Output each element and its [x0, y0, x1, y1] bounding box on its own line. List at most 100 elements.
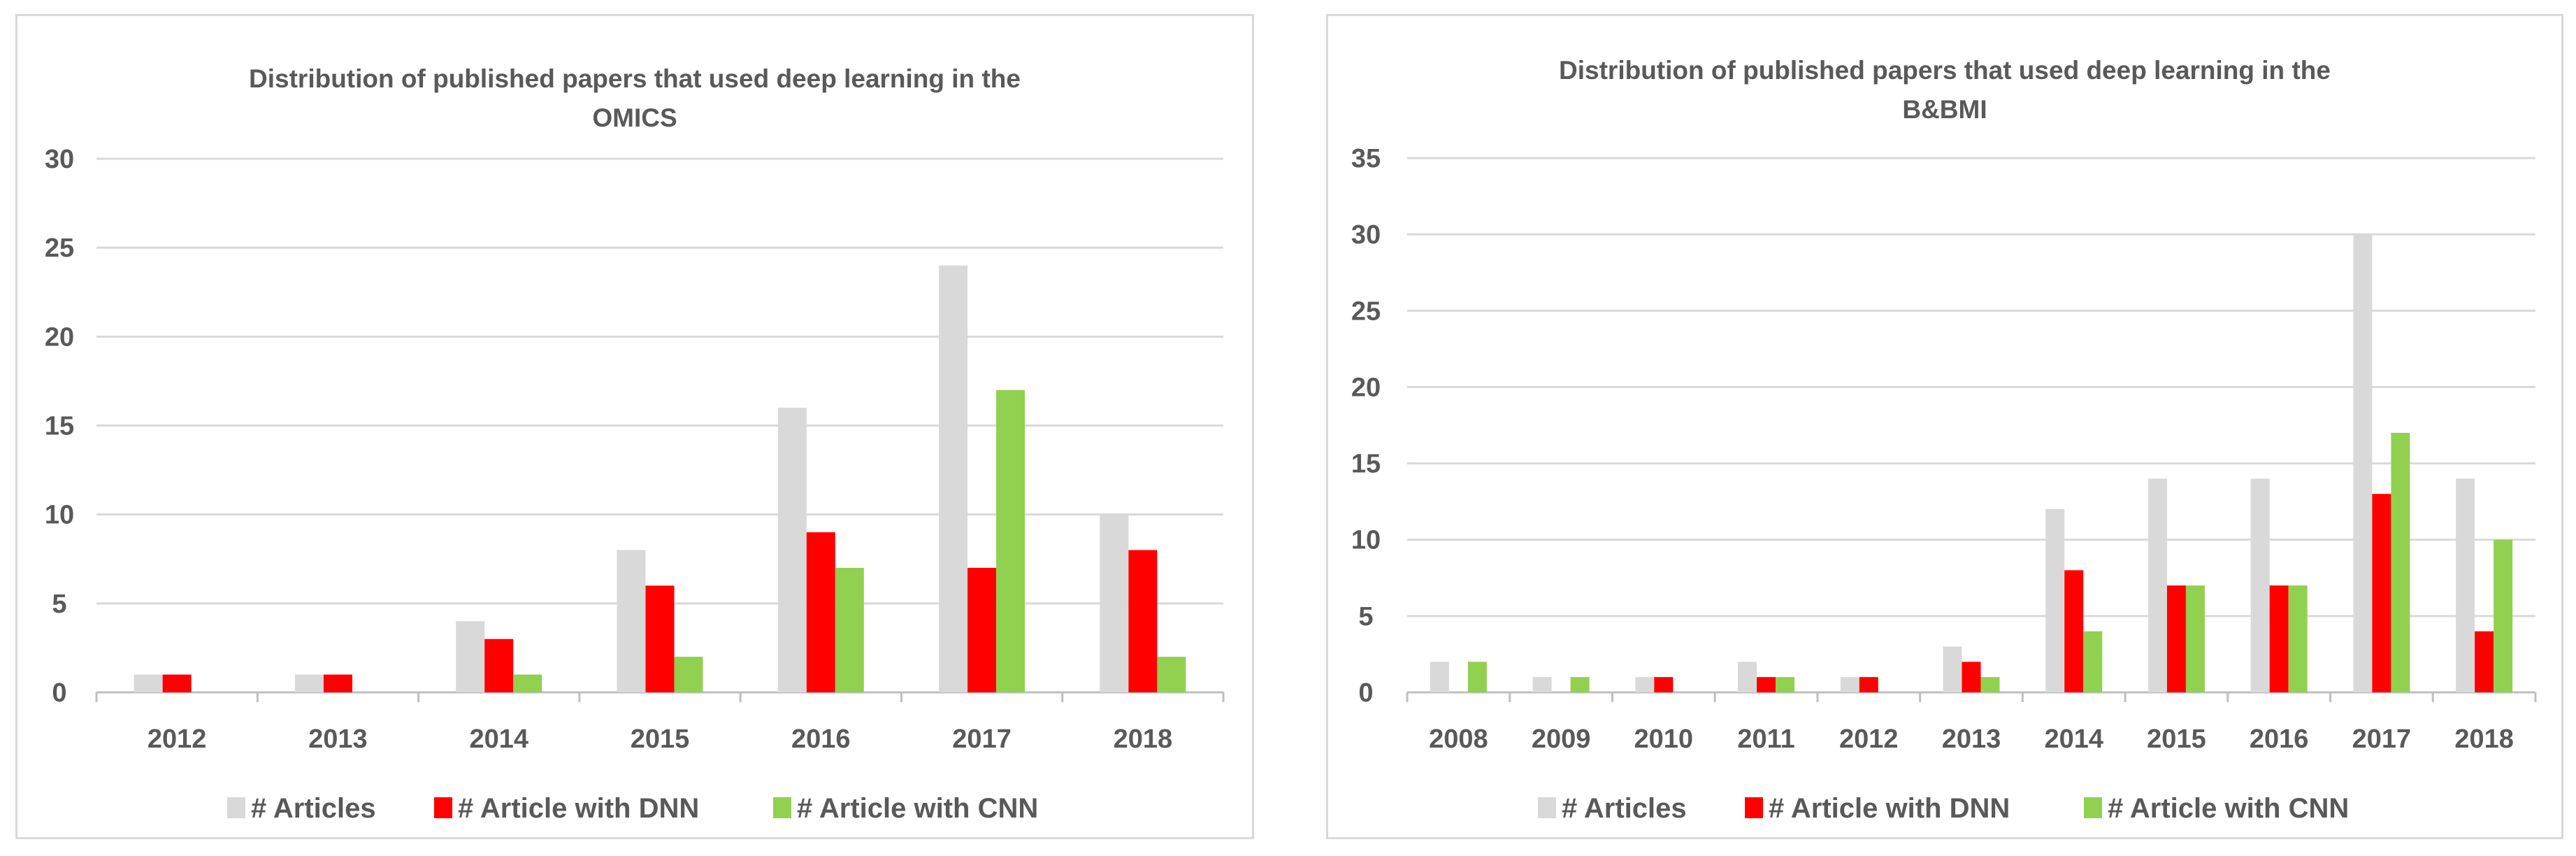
- bbmi-y-tick-label: 5: [1358, 602, 1373, 632]
- bbmi-bar-articles: [1738, 662, 1757, 692]
- omics-bar-articles: [134, 674, 163, 692]
- bbmi-bar-cnn: [2391, 432, 2410, 692]
- omics-legend-label-articles: # Articles: [251, 793, 376, 824]
- bbmi-y-tick-label: 30: [1351, 220, 1381, 250]
- bbmi-legend-label-dnn: # Article with DNN: [1769, 793, 2010, 824]
- bbmi-bar-dnn: [2372, 494, 2391, 692]
- omics-chart-title-line2: OMICS: [592, 104, 677, 132]
- omics-y-tick-label: 0: [52, 678, 66, 708]
- omics-y-tick-label: 5: [52, 590, 66, 619]
- bbmi-bar-articles: [1532, 677, 1552, 692]
- omics-legend-label-dnn: # Article with DNN: [458, 793, 699, 824]
- bbmi-bar-articles: [1943, 646, 1962, 692]
- bbmi-bar-articles: [1635, 677, 1655, 692]
- bbmi-legend-swatch-articles: [1538, 797, 1556, 818]
- bbmi-x-tick-label: 2014: [2044, 725, 2103, 754]
- bbmi-bar-dnn: [2064, 570, 2084, 692]
- bbmi-x-tick-label: 2016: [2250, 725, 2309, 754]
- bbmi-x-tick-label: 2018: [2454, 725, 2514, 754]
- omics-bar-dnn: [806, 532, 835, 692]
- omics-x-tick-label: 2012: [147, 725, 207, 754]
- bbmi-bar-cnn: [2494, 539, 2513, 692]
- omics-bar-dnn: [323, 674, 352, 692]
- omics-legend-swatch-dnn: [434, 797, 452, 818]
- bbmi-bar-articles: [2045, 509, 2065, 692]
- bbmi-chart-title-line2: B&BMI: [1902, 95, 1987, 124]
- omics-bar-cnn: [674, 657, 703, 692]
- omics-x-tick-label: 2016: [791, 725, 851, 754]
- bbmi-bar-cnn: [1467, 662, 1487, 692]
- omics-x-tick-label: 2015: [631, 725, 690, 754]
- bbmi-bar-cnn: [1980, 677, 2000, 692]
- bbmi-x-tick-label: 2008: [1429, 725, 1488, 754]
- bbmi-chart-title: Distribution of published papers that us…: [1328, 51, 2561, 129]
- bbmi-bar-cnn: [2083, 631, 2103, 692]
- omics-bar-cnn: [1157, 657, 1186, 692]
- bbmi-bar-dnn: [2475, 631, 2494, 692]
- omics-bar-cnn: [996, 390, 1026, 692]
- omics-x-tick-label: 2013: [308, 725, 368, 754]
- omics-chart-plot: 0 5 10 15 20 25 30 2012 2013 2014 2015 2016 2017 2018…: [45, 145, 1225, 824]
- omics-bar-articles: [617, 550, 646, 692]
- bbmi-chart-panel: Distribution of published papers that us…: [1326, 14, 2563, 839]
- omics-bar-cnn: [835, 567, 864, 692]
- bbmi-bar-cnn: [2185, 585, 2205, 692]
- bbmi-x-tick-label: 2015: [2147, 725, 2206, 754]
- bbmi-bar-articles: [2456, 478, 2475, 692]
- bbmi-y-tick-label: 0: [1358, 678, 1373, 708]
- omics-bar-articles: [294, 674, 324, 692]
- bbmi-bar-cnn: [1776, 677, 1795, 692]
- bbmi-chart-plot: 0 5 10 15 20 25 30 35 2008 2009 2010 2011 2012 2013 20…: [1351, 144, 2537, 824]
- bbmi-bar-dnn: [1962, 662, 1981, 692]
- omics-bar-cnn: [513, 674, 542, 692]
- bbmi-x-tick-label: 2010: [1634, 725, 1694, 754]
- omics-y-tick-label: 10: [45, 501, 74, 530]
- bbmi-bar-articles: [1840, 677, 1859, 692]
- omics-bar-articles: [777, 408, 807, 692]
- bbmi-bar-articles: [2147, 478, 2167, 692]
- bbmi-bar-dnn: [1859, 677, 1878, 692]
- omics-chart-title-line1: Distribution of published papers that us…: [249, 64, 1021, 93]
- bbmi-bar-dnn: [1757, 677, 1776, 692]
- bbmi-bar-dnn: [2166, 585, 2186, 692]
- bbmi-x-tick-label: 2013: [1942, 725, 2001, 754]
- omics-legend-swatch-cnn: [773, 797, 791, 818]
- bbmi-legend-label-articles: # Articles: [1562, 793, 1687, 824]
- omics-x-tick-label: 2018: [1114, 725, 1173, 754]
- bbmi-y-tick-label: 20: [1351, 373, 1381, 402]
- bbmi-bar-articles: [1430, 662, 1449, 692]
- omics-bar-dnn: [162, 674, 192, 692]
- bbmi-legend-swatch-cnn: [2084, 797, 2102, 818]
- omics-bar-articles: [1100, 514, 1129, 692]
- bbmi-legend-label-cnn: # Article with CNN: [2108, 793, 2349, 824]
- omics-chart-title: Distribution of published papers that us…: [17, 59, 1252, 138]
- omics-y-tick-label: 20: [45, 322, 74, 352]
- bbmi-bar-articles: [2250, 478, 2270, 692]
- omics-x-tick-label: 2017: [952, 725, 1012, 754]
- omics-chart-panel: Distribution of published papers that us…: [15, 14, 1254, 839]
- bbmi-y-tick-label: 25: [1351, 297, 1381, 326]
- bbmi-y-tick-label: 10: [1351, 526, 1381, 555]
- omics-bar-dnn: [1128, 550, 1158, 692]
- bbmi-bar-cnn: [1570, 677, 1590, 692]
- bbmi-y-tick-label: 15: [1351, 450, 1381, 479]
- omics-bar-dnn: [645, 585, 675, 692]
- omics-bar-articles: [939, 265, 968, 693]
- bbmi-bar-dnn: [1654, 677, 1674, 692]
- bbmi-x-tick-label: 2012: [1839, 725, 1899, 754]
- bbmi-chart-title-line1: Distribution of published papers that us…: [1559, 56, 2331, 85]
- omics-bar-articles: [456, 621, 485, 692]
- omics-y-tick-label: 15: [45, 412, 74, 441]
- bbmi-bar-articles: [2353, 234, 2373, 693]
- bbmi-bar-cnn: [2288, 585, 2308, 692]
- omics-legend-swatch-articles: [227, 797, 245, 818]
- omics-legend-label-cnn: # Article with CNN: [797, 793, 1038, 824]
- bbmi-x-tick-label: 2017: [2352, 725, 2412, 754]
- omics-bar-dnn: [484, 639, 514, 692]
- omics-x-tick-label: 2014: [469, 725, 528, 754]
- bbmi-legend-swatch-dnn: [1745, 797, 1763, 818]
- omics-y-tick-label: 30: [45, 145, 74, 174]
- omics-y-tick-label: 25: [45, 234, 74, 263]
- bbmi-x-tick-label: 2009: [1532, 725, 1591, 754]
- bbmi-x-tick-label: 2011: [1737, 725, 1794, 754]
